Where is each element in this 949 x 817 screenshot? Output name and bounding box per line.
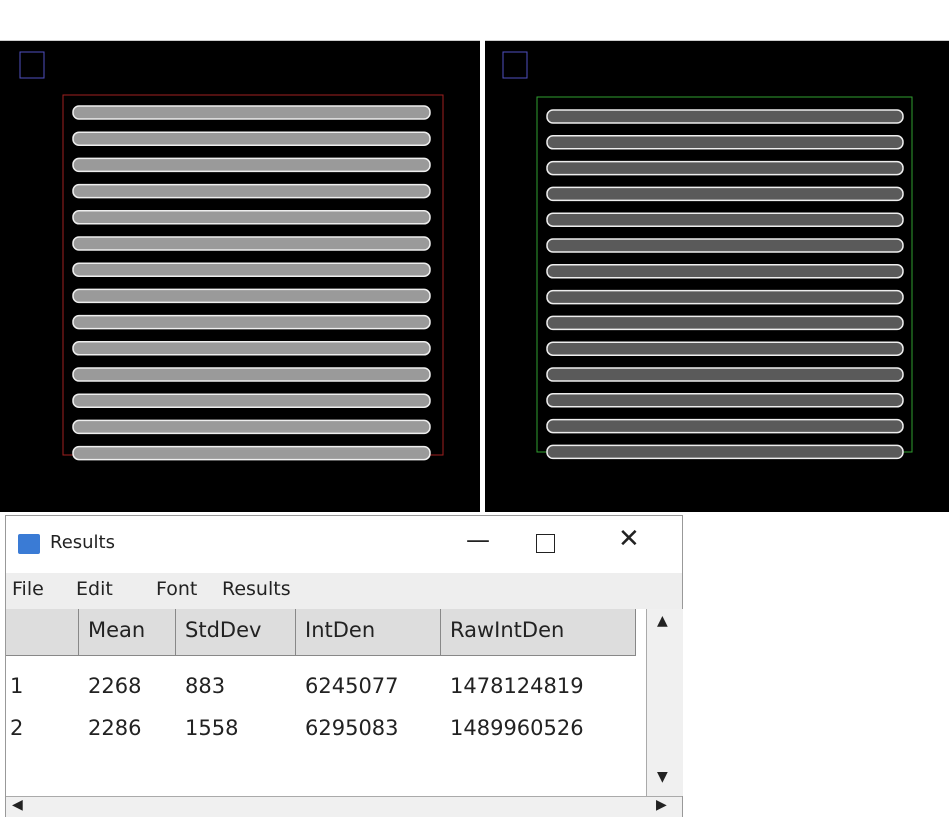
stripe — [547, 394, 903, 407]
table-cell: 2286 — [88, 716, 141, 740]
stripe — [547, 265, 903, 278]
stripe — [73, 211, 430, 224]
stripe — [73, 289, 430, 302]
table-cell: 1489960526 — [450, 716, 584, 740]
table-cell: 883 — [185, 674, 225, 698]
stripe — [73, 394, 430, 407]
stripe — [73, 316, 430, 329]
stripe — [547, 316, 903, 329]
title-bar — [0, 0, 480, 41]
navigator-box — [503, 52, 527, 78]
stripe — [547, 162, 903, 175]
stripe — [547, 342, 903, 355]
column-header: IntDen — [305, 618, 375, 642]
stripe — [73, 132, 430, 145]
stripe — [547, 110, 903, 123]
image-window-right — [485, 0, 949, 512]
stripe — [73, 263, 430, 276]
stripe — [73, 368, 430, 381]
column-header: StdDev — [185, 618, 261, 642]
stripe — [73, 106, 430, 119]
horizontal-scrollbar[interactable]: ◀ ▶ — [6, 796, 682, 817]
navigator-box — [20, 52, 44, 78]
stripe — [73, 342, 430, 355]
table-cell: 1558 — [185, 716, 238, 740]
title-bar — [485, 0, 949, 41]
stripe — [547, 136, 903, 149]
stripe — [547, 187, 903, 200]
vertical-scrollbar[interactable]: ▲ ▼ — [646, 609, 683, 796]
stripe — [73, 420, 430, 433]
stripe — [73, 185, 430, 198]
table-cell: 2268 — [88, 674, 141, 698]
table-cell: 6245077 — [305, 674, 399, 698]
results-table: Mean StdDev IntDen RawIntDen 1 2268 883 6245077… — [6, 516, 646, 796]
stripe — [547, 420, 903, 433]
stripe — [547, 368, 903, 381]
stripe — [73, 237, 430, 250]
desktop: {"results_window":{"title":"Results","me… — [0, 0, 949, 816]
stripe — [547, 239, 903, 252]
column-header: RawIntDen — [450, 618, 564, 642]
header-cell — [6, 609, 79, 656]
column-header: Mean — [88, 618, 145, 642]
image-window-left — [0, 0, 480, 512]
stripe — [73, 447, 430, 460]
image-canvas — [485, 40, 949, 512]
stripe — [547, 213, 903, 226]
stripe — [547, 291, 903, 304]
table-cell: 6295083 — [305, 716, 399, 740]
table-cell: 2 — [10, 716, 23, 740]
stripe — [547, 445, 903, 458]
table-cell: 1 — [10, 674, 23, 698]
image-canvas — [0, 40, 480, 512]
table-cell: 1478124819 — [450, 674, 584, 698]
stripe — [73, 158, 430, 171]
